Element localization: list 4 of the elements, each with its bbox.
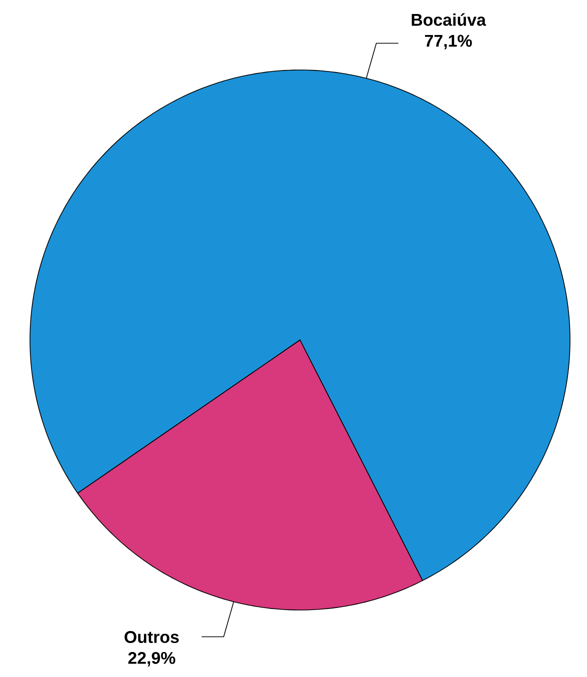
data-label: 22,9% [128, 652, 176, 666]
data-label: 77,1% [425, 34, 472, 50]
slice-label: Outros [124, 631, 179, 644]
slice-label: Bocaiúva [412, 13, 486, 26]
